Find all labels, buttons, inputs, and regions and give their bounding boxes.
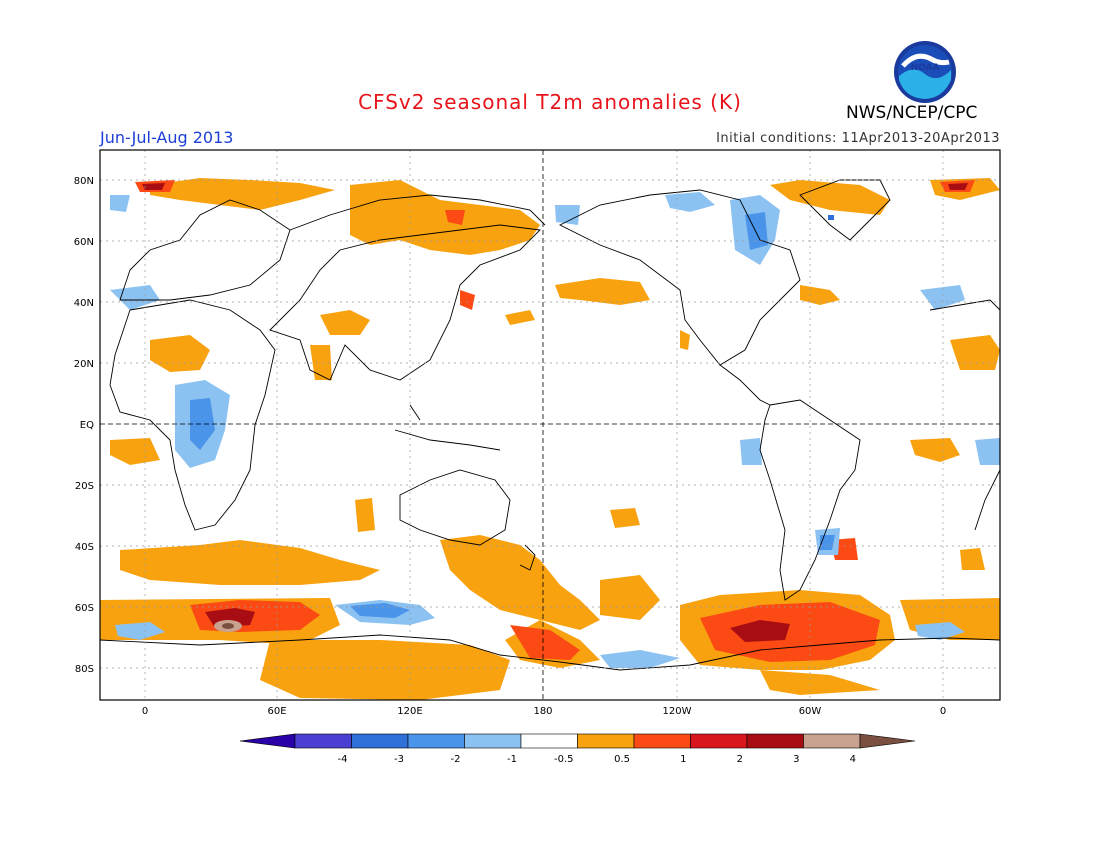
colorbar-bin xyxy=(690,733,748,749)
initial-conditions: Initial conditions: 11Apr2013-20Apr2013 xyxy=(716,131,1000,146)
lon-label: 0 xyxy=(142,706,148,717)
agency-label: NWS/NCEP/CPC xyxy=(846,103,978,123)
coastlines xyxy=(99,179,1001,671)
australia-outline xyxy=(399,469,511,546)
colorbar-bin xyxy=(520,733,578,749)
colorbar-label: -1 xyxy=(507,754,517,765)
lon-label: 180 xyxy=(533,706,552,717)
lat-label: 40N xyxy=(74,298,94,309)
north-america-outline xyxy=(558,189,801,366)
colorbar-bin xyxy=(803,733,861,749)
africa-outline xyxy=(109,299,276,531)
lat-label: EQ xyxy=(80,420,94,431)
lat-label: 60N xyxy=(74,237,94,248)
colorbar-max-arrow xyxy=(859,733,916,749)
colorbar-bin xyxy=(464,733,522,749)
graticule xyxy=(100,150,1000,700)
longitude-labels: 0 60E 120E 180 120W 60W 0 xyxy=(142,706,946,717)
colorbar-bin xyxy=(294,733,352,749)
colorbar-label: 1 xyxy=(680,754,686,765)
colorbar: -4 -3 -2 -1 -0.5 0.5 1 2 3 4 xyxy=(239,733,916,765)
equator-dateline xyxy=(100,150,1000,700)
svg-text:NOAA: NOAA xyxy=(911,63,940,73)
colorbar-bin xyxy=(577,733,635,749)
colorbar-bin xyxy=(746,733,804,749)
colorbar-bin xyxy=(633,733,691,749)
lat-label: 20S xyxy=(75,481,94,492)
strong-warm-anomaly-areas xyxy=(135,180,975,662)
noaa-logo: NOAA xyxy=(893,40,957,104)
lat-label: 80S xyxy=(75,664,94,675)
europe-outline xyxy=(119,199,291,301)
lon-label: 60E xyxy=(267,706,286,717)
lon-label: 0 xyxy=(940,706,946,717)
map-frame xyxy=(99,149,1001,701)
colorbar-label: 2 xyxy=(737,754,743,765)
lat-label: 80N xyxy=(74,176,94,187)
lon-label: 60W xyxy=(799,706,822,717)
lon-label: 120E xyxy=(397,706,422,717)
lat-label: 60S xyxy=(75,603,94,614)
colorbar-label: 0.5 xyxy=(614,754,630,765)
latitude-labels: 80N 60N 40N 20N EQ 20S 40S 60S 80S xyxy=(74,176,94,675)
asia-outline xyxy=(269,224,541,381)
colorbar-bin xyxy=(351,733,409,749)
lon-label: 120W xyxy=(663,706,692,717)
extreme-warm-peak xyxy=(214,620,242,632)
colorbar-label: -0.5 xyxy=(554,754,574,765)
lat-label: 40S xyxy=(75,542,94,553)
greenland-outline xyxy=(799,179,891,241)
colorbar-label: 3 xyxy=(793,754,799,765)
colorbar-bin xyxy=(407,733,465,749)
south-america-outline xyxy=(759,399,861,601)
colorbar-label: -3 xyxy=(394,754,404,765)
map-title: CFSv2 seasonal T2m anomalies (K) xyxy=(358,90,742,114)
forecast-period: Jun-Jul-Aug 2013 xyxy=(100,128,234,147)
colorbar-label: -2 xyxy=(451,754,461,765)
colorbar-label: -4 xyxy=(338,754,348,765)
antarctica-outline xyxy=(99,634,1001,671)
colorbar-min-arrow xyxy=(239,733,296,749)
colorbar-label: 4 xyxy=(850,754,856,765)
lat-label: 20N xyxy=(74,359,94,370)
